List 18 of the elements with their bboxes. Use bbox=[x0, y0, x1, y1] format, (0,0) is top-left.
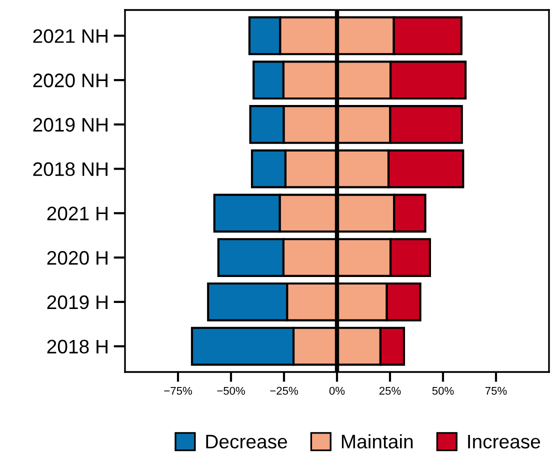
y-tick-label: 2019 NH bbox=[33, 118, 108, 132]
y-tick-label: 2018 H bbox=[47, 340, 108, 354]
y-tick-label: 2020 H bbox=[47, 251, 108, 265]
x-tick-label: 50% bbox=[432, 386, 454, 395]
y-tick-label: 2020 NH bbox=[33, 74, 108, 88]
legend-label: Increase bbox=[468, 434, 540, 448]
x-tick-label: 0% bbox=[329, 386, 345, 395]
y-tick-label: 2018 NH bbox=[33, 162, 108, 176]
y-tick-label: 2019 H bbox=[47, 295, 108, 310]
x-tick-label: −25% bbox=[270, 386, 298, 395]
y-tick-label: 2021 H bbox=[47, 206, 108, 220]
x-tick-label: 75% bbox=[485, 386, 507, 395]
x-tick-label: −75% bbox=[164, 386, 192, 395]
legend-label: Maintain bbox=[342, 434, 413, 448]
legend-label: Decrease bbox=[206, 434, 287, 448]
x-tick-label: −50% bbox=[217, 386, 245, 395]
y-tick-label: 2021 NH bbox=[33, 29, 108, 43]
x-tick-label: 25% bbox=[379, 386, 401, 395]
